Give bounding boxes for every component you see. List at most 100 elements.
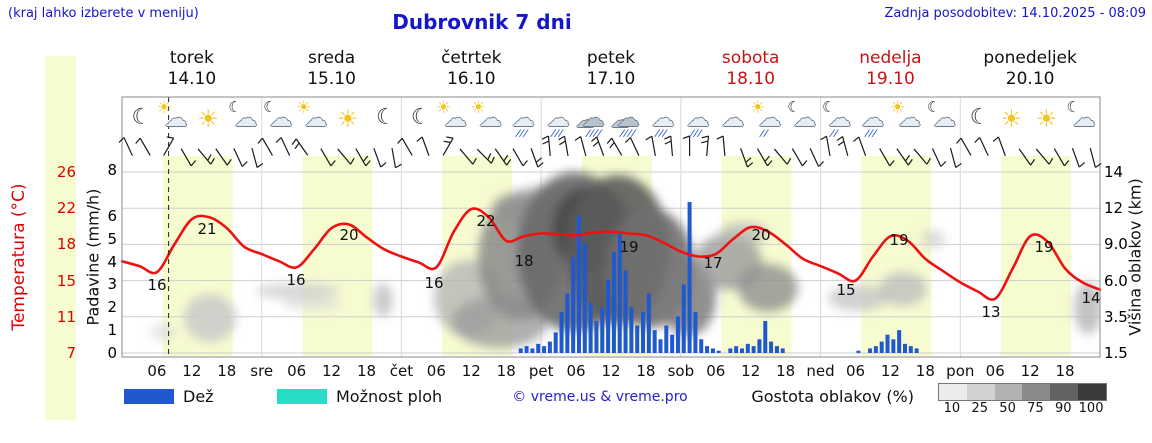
wind-barb-feather bbox=[118, 137, 125, 143]
rain-bar bbox=[565, 293, 570, 353]
wind-barb-feather bbox=[606, 137, 613, 144]
cloud-blob bbox=[282, 298, 342, 310]
wind-barb-feather bbox=[537, 162, 544, 168]
rain-bar bbox=[606, 279, 611, 353]
cloud-icon: ☁ bbox=[546, 106, 570, 132]
day-name-torek: torek bbox=[169, 48, 214, 68]
density-segment-25 bbox=[966, 384, 995, 400]
weather-icon-cloud-rain: ☁/// bbox=[541, 99, 577, 143]
temp-tick-22: 22 bbox=[56, 199, 76, 218]
x-hour-label: 12 bbox=[741, 362, 761, 380]
x-hour-label: 12 bbox=[322, 362, 342, 380]
cloud-icon: ☁ bbox=[234, 106, 258, 132]
cloud-icon: ☁ bbox=[758, 106, 782, 132]
rain-bar bbox=[617, 234, 622, 353]
cloud-icon: ☁ bbox=[651, 106, 675, 132]
wind-barb bbox=[215, 148, 228, 166]
x-hour-label: 18 bbox=[356, 362, 377, 380]
wind-barb bbox=[233, 148, 243, 167]
copyright-link[interactable]: © vreme.us & vreme.pro bbox=[512, 389, 688, 405]
x-hour-label: 06 bbox=[706, 362, 726, 380]
precip-tick-0: 0 bbox=[107, 344, 117, 362]
temp-value-label: 18 bbox=[514, 252, 533, 270]
cloud-tick-6.0: 6.0 bbox=[1104, 271, 1128, 290]
wind-barb bbox=[373, 148, 382, 168]
cloud-icon: ☁ bbox=[793, 106, 817, 132]
rain-bar bbox=[687, 202, 692, 353]
wind-barb-feather bbox=[955, 162, 962, 168]
temp-value-label: 19 bbox=[619, 238, 638, 256]
cloud-icon: ☁ bbox=[897, 106, 921, 132]
moon-icon: ☾ bbox=[969, 105, 990, 130]
x-hour-label: 12 bbox=[601, 362, 621, 380]
wind-barb-feather bbox=[1030, 159, 1036, 166]
wind-barb bbox=[1053, 148, 1065, 167]
density-segment-100 bbox=[1078, 384, 1106, 400]
x-day-abbr-pon: pon bbox=[946, 362, 975, 380]
rain-bar bbox=[856, 350, 861, 353]
sun-icon: ☀ bbox=[435, 98, 452, 118]
x-hour-label: 18 bbox=[1055, 362, 1075, 380]
precip-tick-8: 8 bbox=[107, 161, 117, 179]
wind-barb-feather bbox=[443, 140, 451, 144]
wind-barb-feather bbox=[645, 135, 653, 141]
x-hour-label: 18 bbox=[915, 362, 935, 380]
wind-barb bbox=[251, 147, 258, 168]
cloud-icon: ☁ bbox=[686, 106, 710, 132]
cloud-icon: ☁ bbox=[610, 110, 630, 132]
weather-icon-sun-cloud: ☀ ☁ bbox=[471, 99, 507, 143]
x-day-abbr-sre: sre bbox=[250, 362, 274, 380]
rain-bar bbox=[879, 341, 884, 353]
density-segment-75 bbox=[1022, 384, 1051, 400]
temp-value-label: 15 bbox=[836, 281, 855, 299]
location-hint: (kraj lahko izberete v meniju) bbox=[8, 6, 199, 21]
wind-barb-feather bbox=[503, 154, 509, 162]
wind-barb bbox=[421, 136, 430, 156]
cloud-icon: ☁ bbox=[304, 106, 328, 132]
rain-bar bbox=[542, 346, 547, 353]
rain-bar bbox=[705, 346, 710, 353]
rain-bar bbox=[885, 334, 890, 353]
rain-bar bbox=[652, 330, 657, 353]
wind-barb bbox=[512, 148, 524, 167]
wind-barb bbox=[547, 136, 551, 157]
wind-barb bbox=[791, 148, 803, 167]
x-hour-label: 18 bbox=[217, 362, 237, 380]
cloud-tick-9.0: 9.0 bbox=[1104, 235, 1128, 254]
wind-barb-feather bbox=[294, 142, 300, 150]
moon-icon: ☾ bbox=[787, 98, 801, 116]
rain-bar bbox=[594, 320, 599, 353]
wind-barb-feather bbox=[487, 153, 492, 161]
wind-barb-feather bbox=[904, 154, 910, 162]
rain-bar bbox=[547, 341, 552, 353]
cloud-blob bbox=[1074, 282, 1100, 334]
wind-barb-feather bbox=[820, 135, 827, 141]
cloud-blob bbox=[373, 283, 393, 317]
wind-barb-feather bbox=[745, 157, 752, 163]
cloud-icon: ☁ bbox=[860, 106, 884, 132]
wind-barb bbox=[913, 148, 928, 165]
wind-barb-feather bbox=[559, 140, 566, 146]
wind-barb-feather bbox=[889, 160, 895, 167]
weather-icon-moon: ☾ bbox=[121, 99, 157, 143]
wind-barb-feather bbox=[241, 161, 248, 167]
rain-bar bbox=[641, 311, 646, 353]
wind-barb bbox=[740, 148, 749, 168]
rain-bar bbox=[745, 343, 750, 353]
wind-barb-feather bbox=[506, 159, 512, 166]
density-tick-25: 25 bbox=[971, 401, 989, 416]
wind-barb-feather bbox=[395, 163, 402, 169]
weather-icon-cloud-rain-heavy: ☁ ☁//// bbox=[610, 99, 646, 143]
wind-barb-feather bbox=[135, 137, 141, 144]
wind-barb bbox=[825, 136, 831, 157]
x-hour-label: 18 bbox=[636, 362, 656, 380]
cloud-blob bbox=[828, 285, 888, 311]
wind-barb-feather bbox=[940, 161, 947, 167]
wind-barb bbox=[931, 148, 942, 167]
sun-icon: ☀ bbox=[197, 105, 219, 133]
cloud-icon: ☁ bbox=[269, 106, 293, 132]
temp-value-label: 19 bbox=[1034, 238, 1053, 256]
wind-barb bbox=[391, 147, 397, 168]
x-hour-label: 06 bbox=[845, 362, 866, 380]
weather-icon-cloud-rain: ☁/// bbox=[506, 99, 542, 143]
